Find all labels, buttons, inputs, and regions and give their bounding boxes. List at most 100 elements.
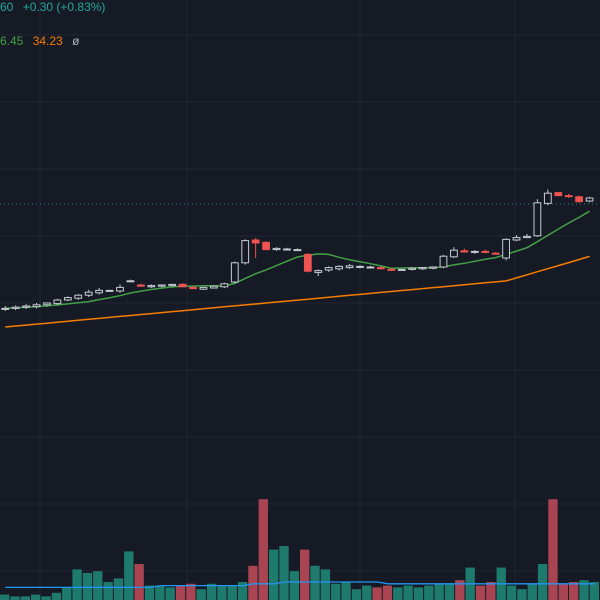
volume-bar [382, 585, 393, 600]
volume-bar [175, 585, 186, 600]
ma-legend: 6.45 34.23 ø [0, 34, 85, 48]
volume-bar [289, 571, 299, 600]
candle-body [272, 247, 281, 251]
volume-bar [155, 585, 165, 600]
candle-body [210, 285, 218, 289]
candle-body [147, 285, 156, 288]
volume-bar [320, 569, 331, 600]
volume-bar [331, 583, 341, 600]
candle-body [366, 266, 375, 269]
volume-bar [206, 583, 217, 600]
candle-body [408, 267, 417, 270]
candle-body [470, 250, 479, 253]
volume-bar [0, 594, 10, 600]
visibility-toggle-icon[interactable]: ø [72, 34, 80, 48]
candlesticks [1, 189, 594, 311]
volume-bar [134, 564, 144, 600]
candle-body [314, 270, 323, 273]
volume-bar [475, 585, 486, 600]
volume-bar [31, 594, 41, 600]
volume-bar [113, 578, 124, 600]
price-legend: 60 +0.30 (+0.83%) [0, 0, 111, 14]
volume-bar [196, 589, 206, 600]
candle-body [95, 289, 104, 294]
volume-ma [5, 581, 595, 589]
price-change: +0.30 (+0.83%) [22, 0, 106, 14]
volume-bar [51, 592, 62, 600]
volume-bar [258, 499, 268, 600]
candle-body [116, 286, 124, 292]
volume-bar [310, 565, 320, 600]
volume-bar [20, 596, 31, 600]
volume-bar [103, 582, 113, 600]
volume-bar [248, 565, 258, 600]
ma-fast-value: 6.45 [0, 34, 24, 48]
candle-body [523, 235, 531, 239]
volume-bar [41, 596, 51, 600]
candle-body [429, 266, 437, 269]
volume-bar [279, 546, 289, 600]
candle-body [543, 192, 552, 204]
volume-bar [517, 589, 527, 600]
candle-body [491, 252, 500, 255]
volume-bar [558, 583, 568, 600]
candle-body [168, 283, 177, 287]
volume-bar [144, 585, 155, 600]
moving-averages [5, 210, 590, 328]
volume-bar [72, 569, 82, 600]
volume-bar [537, 564, 548, 600]
candle-body [105, 289, 114, 292]
candle-body [251, 239, 260, 244]
candle-body [460, 250, 469, 253]
candle-body [345, 265, 354, 269]
volume-bar [568, 582, 579, 600]
candle-body [189, 286, 197, 290]
ma-slow-line [5, 255, 590, 328]
candle-body [283, 248, 291, 251]
volume-bar [341, 582, 351, 600]
volume-bar [165, 587, 175, 600]
volume-bar [455, 580, 465, 600]
candle-body [241, 240, 250, 264]
candle-body [136, 284, 145, 287]
volume-bar [527, 583, 537, 600]
candle-body [32, 304, 41, 308]
candle-body [575, 196, 584, 203]
candle-body [533, 202, 542, 237]
volume-bar [10, 596, 20, 600]
candle-body [356, 265, 364, 268]
volume-bar [362, 585, 372, 600]
volume-bar [589, 582, 599, 600]
candle-body [450, 249, 458, 258]
volume-bar [403, 585, 413, 600]
volume-bar [124, 551, 134, 600]
volume-bar [579, 580, 589, 600]
candle-body [230, 262, 239, 283]
candle-body [199, 286, 208, 290]
ma-fast-line [5, 210, 590, 310]
volume-bar [82, 573, 93, 600]
price-value: 60 [0, 0, 14, 14]
candle-body [126, 280, 135, 283]
candle-body [1, 307, 10, 310]
candle-body [397, 268, 406, 271]
volume-bar [93, 571, 103, 600]
volume-bars [0, 499, 599, 600]
volume-bar [186, 583, 196, 600]
candle-body [481, 250, 490, 253]
volume-bar [393, 587, 403, 600]
volume-bar [424, 585, 434, 600]
volume-bar [486, 582, 496, 600]
candle-body [324, 267, 333, 271]
candle-body [502, 238, 510, 259]
candle-body [418, 267, 427, 270]
volume-bar [372, 587, 382, 600]
candle-body [84, 291, 93, 296]
volume-bar [300, 549, 310, 600]
candle-body [303, 253, 312, 272]
candle-body [178, 283, 187, 288]
volume-bar [413, 587, 424, 600]
volume-ma-line [5, 581, 595, 589]
candle-body [335, 265, 344, 270]
